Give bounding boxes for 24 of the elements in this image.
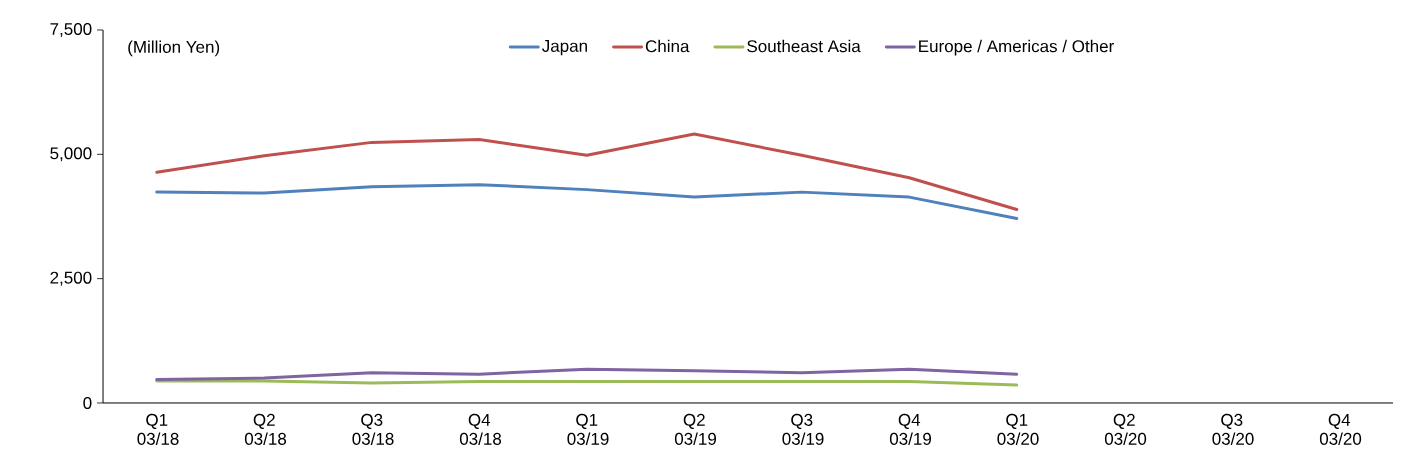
legend-label: China <box>645 39 690 53</box>
x-tick-label: Q2 03/20 <box>1104 413 1147 445</box>
legend-label: Japan <box>542 40 587 56</box>
x-tick-label: Q2 03/19 <box>674 413 716 445</box>
y-tick-label: 5,000 <box>50 147 92 162</box>
x-tick-label: Q1 03/18 <box>137 413 179 445</box>
x-tick-label: Q4 03/19 <box>889 413 931 445</box>
y-tick-label: 0 <box>83 396 92 410</box>
legend-label: Europe / Americas / Other <box>919 39 1114 56</box>
x-tick-label: Q3 03/18 <box>352 413 394 445</box>
y-tick-label: 2,500 <box>50 271 92 286</box>
x-tick-label: Q4 03/20 <box>1319 413 1362 445</box>
x-tick-label: Q1 03/19 <box>567 413 609 445</box>
x-tick-label: Q2 03/18 <box>244 413 287 445</box>
x-tick-label: Q1 03/20 <box>997 413 1039 445</box>
line-series <box>155 183 1019 220</box>
legend-label: Southeast Asia <box>747 39 861 53</box>
x-tick-label: Q3 03/20 <box>1212 413 1254 445</box>
y-axis-title: (Million Yen) <box>128 40 220 57</box>
x-tick-label: Q4 03/18 <box>459 413 502 445</box>
y-tick-label: 7,500 <box>50 22 92 38</box>
line-series <box>155 132 1019 212</box>
x-tick-label: Q3 03/19 <box>782 413 824 445</box>
line-series <box>155 367 1019 382</box>
